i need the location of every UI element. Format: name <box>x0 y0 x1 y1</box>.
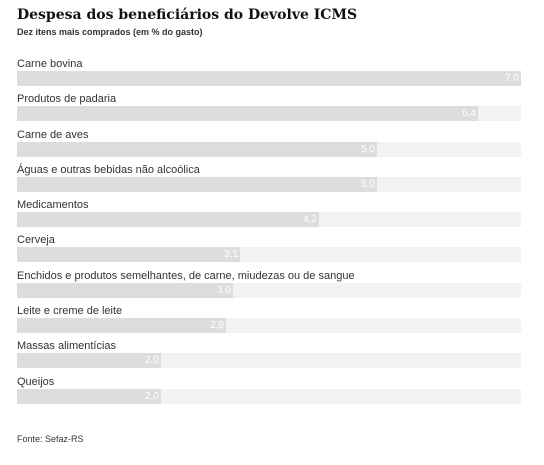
bar-row: Cerveja 3,1 <box>17 232 521 267</box>
value-label: 2,0 <box>145 390 159 402</box>
bar <box>17 318 226 334</box>
bar-track: 4,2 <box>17 212 521 228</box>
bar-track: 2,0 <box>17 388 521 404</box>
bar-track: 7,0 <box>17 71 521 86</box>
source-note: Fonte: Sefaz-RS <box>17 434 84 444</box>
category-label: Carne bovina <box>17 58 83 70</box>
bar-track: 3,1 <box>17 247 521 263</box>
bar-track: 2,9 <box>17 318 521 334</box>
bar-row: Queijos 2,0 <box>17 374 521 409</box>
bar-chart: Carne bovina 7,0 Produtos de padaria 6,4 Car… <box>17 56 521 409</box>
value-label: 5,0 <box>361 178 375 190</box>
bar-row: Medicamentos 4,2 <box>17 197 521 232</box>
bar <box>17 71 521 86</box>
category-label: Enchidos e produtos semelhantes, de carn… <box>17 269 355 282</box>
category-label: Águas e outras bebidas não alcoólica <box>17 163 200 176</box>
bar-row: Leite e creme de leite 2,9 <box>17 303 521 338</box>
value-label: 7,0 <box>505 73 519 84</box>
bar <box>17 247 240 263</box>
bar <box>17 388 161 404</box>
category-label: Produtos de padaria <box>17 93 117 106</box>
chart-subtitle: Dez itens mais comprados (em % do gasto) <box>17 27 203 37</box>
bar-row: Massas alimentícias 2,0 <box>17 338 521 373</box>
bar-track: 5,0 <box>17 176 521 192</box>
bar-row: Águas e outras bebidas não alcoólica 5,0 <box>17 162 521 197</box>
value-label: 4,2 <box>303 214 317 226</box>
value-label: 3,1 <box>224 249 238 261</box>
bar-row: Carne bovina 7,0 <box>17 56 521 91</box>
bar-track: 6,4 <box>17 106 521 122</box>
category-label: Massas alimentícias <box>17 340 117 353</box>
value-label: 2,9 <box>210 320 224 332</box>
value-label: 5,0 <box>361 143 375 155</box>
category-label: Carne de aves <box>17 128 89 141</box>
bar-row: Produtos de padaria 6,4 <box>17 91 521 126</box>
chart-title: Despesa dos beneficiários do Devolve ICM… <box>17 7 358 23</box>
bar <box>17 141 377 157</box>
category-label: Leite e creme de leite <box>17 305 123 318</box>
bar-track: 2,0 <box>17 353 521 369</box>
bar <box>17 282 233 298</box>
bar <box>17 106 478 122</box>
category-label: Medicamentos <box>17 199 89 212</box>
bar <box>17 353 161 369</box>
bar-track: 5,0 <box>17 141 521 157</box>
bar <box>17 212 319 228</box>
category-label: Queijos <box>17 375 55 388</box>
value-label: 6,4 <box>462 108 476 120</box>
value-label: 2,0 <box>145 355 159 367</box>
category-label: Cerveja <box>17 234 55 247</box>
bar-row: Carne de aves 5,0 <box>17 127 521 162</box>
bar-track: 3,0 <box>17 282 521 298</box>
value-label: 3,0 <box>217 284 231 296</box>
bar-row: Enchidos e produtos semelhantes, de carn… <box>17 268 521 303</box>
bar <box>17 176 377 192</box>
